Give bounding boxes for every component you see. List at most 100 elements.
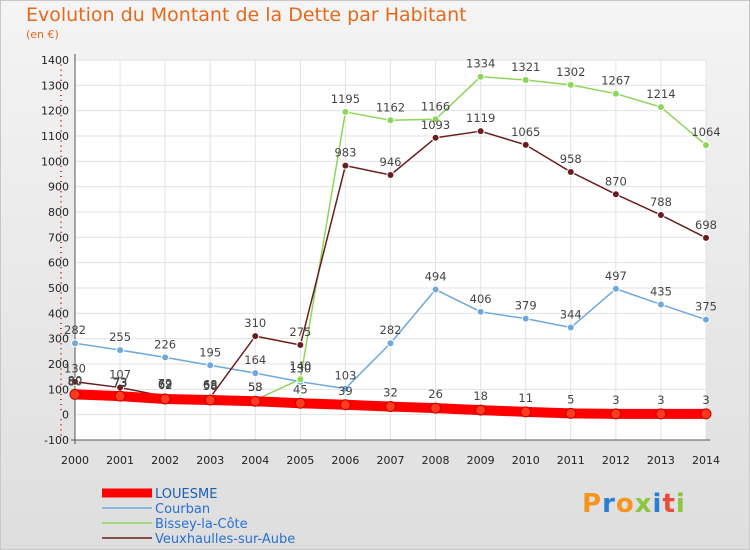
data-point — [251, 332, 260, 341]
y-minor-tick — [60, 393, 62, 395]
data-label: 164 — [244, 353, 266, 367]
data-label: 870 — [605, 174, 627, 188]
y-tick-label: 400 — [48, 307, 69, 320]
y-minor-tick — [60, 79, 62, 81]
data-label: 140 — [289, 359, 311, 373]
data-point — [611, 284, 620, 293]
y-minor-tick — [60, 125, 62, 127]
data-label: 53 — [248, 380, 263, 394]
y-minor-tick — [60, 419, 62, 421]
data-point — [656, 300, 665, 309]
y-tick-label: 500 — [48, 282, 69, 295]
logo-letter: t — [662, 489, 676, 519]
y-minor-tick — [60, 257, 62, 259]
y-minor-tick — [60, 383, 62, 385]
y-minor-tick — [60, 343, 62, 345]
y-minor-tick — [60, 155, 62, 157]
x-tick-label: 2010 — [512, 454, 540, 467]
data-label: 68 — [203, 377, 218, 391]
data-point — [431, 133, 440, 142]
y-tick-label: 1200 — [41, 105, 69, 118]
y-tick-label: 1100 — [41, 130, 69, 143]
y-minor-tick — [60, 145, 62, 147]
data-point — [114, 390, 126, 402]
data-point — [610, 408, 622, 420]
data-point — [296, 341, 305, 349]
y-tick-label: 1000 — [41, 155, 69, 168]
data-label: 497 — [605, 269, 627, 283]
data-label: 130 — [64, 362, 86, 376]
data-point — [386, 339, 395, 348]
data-point — [520, 406, 532, 418]
data-point — [385, 401, 396, 413]
data-point — [296, 375, 305, 384]
data-label: 26 — [428, 387, 443, 401]
y-tick-label: 700 — [48, 231, 69, 244]
y-minor-tick — [60, 368, 62, 370]
y-minor-tick — [60, 221, 62, 223]
data-point — [566, 323, 575, 332]
x-tick-label: 2009 — [467, 454, 495, 467]
data-point — [71, 377, 79, 386]
data-point — [161, 353, 170, 362]
y-minor-tick — [60, 120, 62, 122]
data-point — [116, 346, 125, 355]
data-point — [159, 393, 171, 405]
y-minor-tick — [60, 115, 62, 117]
y-minor-tick — [60, 378, 62, 380]
y-minor-tick — [60, 348, 62, 350]
y-minor-tick — [60, 353, 62, 355]
data-label: 1195 — [331, 92, 360, 106]
data-point — [565, 407, 577, 419]
y-minor-tick — [60, 105, 62, 107]
y-minor-tick — [60, 434, 62, 436]
data-label: 80 — [68, 373, 83, 387]
data-point — [702, 233, 710, 242]
data-point — [69, 388, 81, 400]
y-minor-tick — [60, 302, 62, 304]
y-minor-tick — [60, 74, 62, 76]
data-point — [341, 384, 350, 393]
data-label: 255 — [109, 330, 131, 344]
data-label: 788 — [650, 195, 672, 209]
data-point — [656, 211, 665, 220]
x-tick-label: 2001 — [106, 454, 134, 467]
data-label: 5 — [567, 392, 574, 406]
data-label: 282 — [64, 323, 86, 337]
data-point — [702, 315, 710, 324]
data-point — [386, 116, 395, 125]
data-label: 379 — [515, 299, 537, 313]
x-tick-label: 2007 — [377, 454, 405, 467]
y-minor-tick — [60, 424, 62, 426]
data-label: 73 — [113, 376, 128, 390]
y-minor-tick — [60, 206, 62, 208]
data-label: 3 — [702, 393, 709, 407]
data-point — [431, 115, 440, 124]
data-label: 72 — [158, 376, 173, 390]
proxiti-logo: Proxiti — [582, 489, 686, 519]
data-label: 1119 — [466, 111, 495, 125]
y-minor-tick — [60, 241, 62, 243]
y-tick-label: 200 — [48, 358, 69, 371]
y-minor-tick — [60, 429, 62, 431]
data-label: 3 — [612, 393, 619, 407]
y-minor-tick — [60, 226, 62, 228]
logo-letter: x — [634, 489, 653, 519]
y-minor-tick — [60, 267, 62, 269]
data-point — [611, 190, 620, 199]
y-minor-tick — [60, 317, 62, 319]
y-tick-label: 100 — [48, 383, 69, 396]
data-label: 406 — [470, 292, 492, 306]
y-minor-tick — [60, 272, 62, 274]
y-minor-tick — [60, 277, 62, 279]
y-minor-tick — [60, 322, 62, 324]
y-minor-tick — [60, 191, 62, 193]
data-label: 18 — [473, 389, 488, 403]
y-minor-tick — [60, 333, 62, 335]
data-label: 698 — [695, 218, 717, 232]
data-label: 958 — [560, 152, 582, 166]
y-minor-tick — [60, 140, 62, 142]
y-tick-label: -100 — [44, 434, 69, 447]
y-minor-tick — [60, 176, 62, 178]
data-point — [386, 171, 395, 180]
